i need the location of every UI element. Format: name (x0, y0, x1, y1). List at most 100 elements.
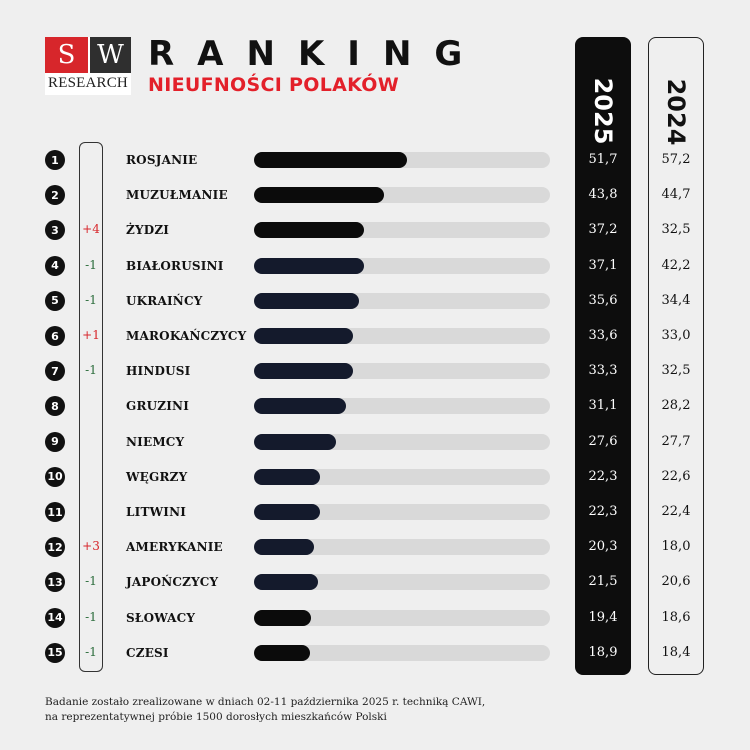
rank-badge: 2 (45, 185, 65, 206)
category-label: WĘGRZY (126, 469, 188, 484)
value-2025: 22,3 (588, 504, 618, 519)
category-label: AMERYKANIE (126, 540, 223, 555)
bar-2025 (254, 644, 310, 661)
rank-change: +1 (82, 328, 100, 342)
rank-badge: 1 (45, 150, 65, 170)
rank-badge: 13 (45, 572, 65, 593)
table-row: 13 -1 JAPOŃCZYCY 21,5 20,6 (0, 565, 750, 599)
bar-track (254, 257, 550, 274)
bar-track (254, 152, 550, 168)
value-2025: 37,2 (588, 222, 618, 238)
rank-badge: 5 (45, 290, 65, 311)
rank-badge: 14 (45, 607, 65, 628)
bar-2025 (254, 292, 360, 309)
value-2025: 37,1 (588, 257, 618, 273)
bar-track (254, 187, 550, 204)
rank-badge: 4 (45, 255, 65, 276)
value-2024: 27,7 (661, 433, 691, 449)
bar-track (254, 644, 550, 661)
table-row: 7 -1 HINDUSI 33,3 32,5 (0, 354, 750, 388)
rank-change: -1 (85, 574, 97, 589)
category-label: GRUZINI (126, 399, 190, 414)
table-row: 10 WĘGRZY 22,3 22,6 (0, 460, 750, 494)
bar-2025 (254, 504, 320, 520)
value-2024: 18,6 (661, 609, 691, 625)
bar-track (254, 504, 550, 520)
bar-track (254, 292, 550, 309)
rank-change: -1 (85, 609, 97, 624)
table-row: 15 -1 CZESI 18,9 18,4 (0, 636, 750, 670)
bar-2025 (254, 222, 365, 239)
value-2025: 21,5 (588, 574, 618, 590)
methodology-line-1: Badanie zostało zrealizowane w dniach 02… (45, 696, 486, 708)
table-row: 5 -1 UKRAIŃCY 35,6 34,4 (0, 284, 750, 318)
bar-track (254, 398, 550, 415)
bar-2025 (254, 257, 364, 274)
value-2025: 33,6 (588, 328, 618, 343)
bar-2025 (254, 187, 384, 204)
table-row: 1 ROSJANIE 51,7 57,2 (0, 143, 750, 177)
category-label: UKRAIŃCY (126, 293, 203, 308)
bar-2025 (254, 363, 353, 380)
category-label: CZESI (126, 645, 169, 660)
value-2025: 18,9 (588, 644, 618, 660)
value-2025: 20,3 (588, 539, 618, 555)
bar-track (254, 222, 550, 239)
value-2024: 33,0 (661, 328, 691, 343)
value-2025: 19,4 (588, 609, 618, 625)
rank-change: +4 (82, 222, 100, 237)
logo-w: W (90, 37, 131, 73)
year-2024-label: 2024 (662, 78, 690, 146)
category-label: MUZUŁMANIE (126, 188, 228, 203)
value-2024: 42,2 (661, 257, 691, 273)
bar-track (254, 363, 550, 380)
table-row: 2 MUZUŁMANIE 43,8 44,7 (0, 178, 750, 212)
category-label: ŻYDZI (126, 223, 170, 238)
category-label: HINDUSI (126, 364, 191, 379)
bar-2025 (254, 609, 312, 626)
rank-change: -1 (85, 257, 97, 272)
bar-2025 (254, 398, 347, 415)
value-2024: 20,6 (661, 574, 691, 590)
table-row: 14 -1 SŁOWACY 19,4 18,6 (0, 601, 750, 635)
table-row: 3 +4 ŻYDZI 37,2 32,5 (0, 213, 750, 247)
bar-track (254, 539, 550, 556)
rank-badge: 8 (45, 396, 65, 417)
value-2024: 22,4 (661, 504, 691, 519)
table-row: 4 -1 BIAŁORUSINI 37,1 42,2 (0, 249, 750, 283)
bar-2025 (254, 539, 315, 556)
category-label: LITWINI (126, 505, 187, 519)
value-2024: 34,4 (661, 292, 691, 308)
category-label: MAROKAŃCZYCY (126, 329, 247, 343)
table-row: 11 LITWINI 22,3 22,4 (0, 495, 750, 529)
value-2025: 51,7 (588, 152, 618, 167)
bar-2025 (254, 152, 408, 168)
value-2025: 43,8 (588, 187, 618, 203)
value-2025: 27,6 (588, 433, 618, 449)
bar-2025 (254, 574, 318, 591)
methodology-note: Badanie zostało zrealizowane w dniach 02… (45, 695, 565, 725)
category-label: NIEMCY (126, 434, 185, 449)
value-2024: 57,2 (661, 152, 691, 167)
rank-badge: 6 (45, 326, 65, 346)
bar-track (254, 574, 550, 591)
value-2024: 32,5 (661, 363, 691, 379)
rank-badge: 10 (45, 466, 65, 487)
value-2024: 18,4 (661, 644, 691, 660)
value-2025: 33,3 (588, 363, 618, 379)
year-2025-label: 2025 (589, 77, 617, 145)
value-2024: 18,0 (661, 539, 691, 555)
rank-badge: 15 (45, 642, 65, 663)
rank-badge: 9 (45, 431, 65, 452)
category-label: ROSJANIE (126, 153, 198, 167)
bar-track (254, 328, 550, 344)
category-label: BIAŁORUSINI (126, 258, 224, 273)
chart-title: RANKING (148, 34, 486, 74)
value-2025: 31,1 (588, 398, 618, 414)
logo-s: S (45, 37, 88, 73)
table-row: 12 +3 AMERYKANIE 20,3 18,0 (0, 530, 750, 564)
bar-track (254, 433, 550, 450)
rank-change: -1 (85, 292, 97, 307)
category-label: SŁOWACY (126, 610, 196, 625)
methodology-line-2: na reprezentatywnej próbie 1500 dorosłyc… (45, 711, 387, 723)
